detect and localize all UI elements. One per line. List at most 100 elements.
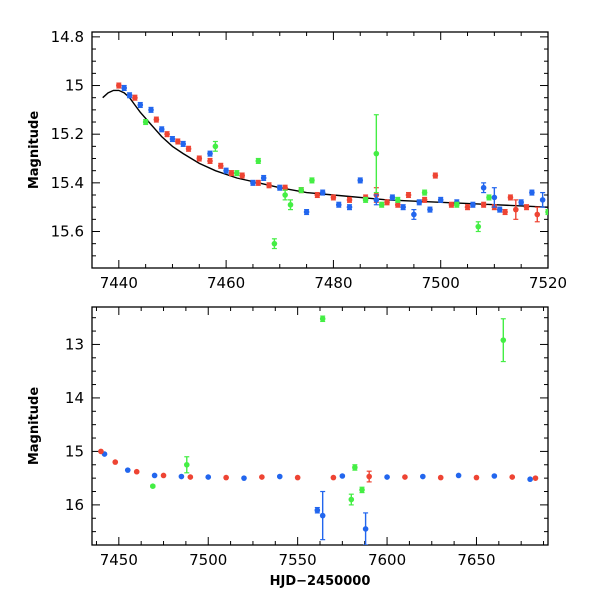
data-point <box>205 474 212 480</box>
data-point <box>339 473 346 479</box>
data-point <box>314 192 321 198</box>
data-point <box>394 197 401 203</box>
data-point <box>212 143 219 150</box>
data-point <box>153 116 160 123</box>
data-point <box>175 138 181 145</box>
data-point <box>287 201 294 208</box>
data-point <box>271 240 278 247</box>
data-point <box>400 204 406 210</box>
data-layer <box>102 82 548 250</box>
data-point <box>362 197 369 203</box>
data-point <box>348 496 355 503</box>
data-point <box>150 483 156 489</box>
data-point <box>137 102 144 108</box>
data-point <box>132 94 138 101</box>
data-point <box>164 131 170 137</box>
data-point <box>303 209 310 215</box>
data-point <box>121 85 127 91</box>
y-tick-label: 14.8 <box>51 28 84 46</box>
data-point <box>534 211 541 218</box>
plot-frame <box>91 31 549 269</box>
data-point <box>532 475 539 481</box>
data-point <box>539 197 546 203</box>
data-point <box>133 468 140 475</box>
data-point <box>207 150 213 157</box>
data-point <box>276 473 283 480</box>
data-point <box>266 182 272 189</box>
data-point <box>394 201 401 208</box>
y-tick-label: 15.4 <box>51 174 84 192</box>
data-point <box>373 150 380 157</box>
data-point <box>454 201 460 208</box>
data-point <box>169 136 176 142</box>
data-point <box>309 177 315 184</box>
data-point <box>98 448 104 455</box>
series-1 <box>121 84 546 220</box>
data-point <box>529 189 535 196</box>
data-point <box>470 201 476 208</box>
top-panel: 7440 7460 7480 7500 7520 14.8 15 15.2 15.4 15.6 Ma… <box>27 28 567 292</box>
data-point <box>239 172 246 179</box>
data-point <box>491 194 498 201</box>
data-point <box>357 177 364 184</box>
data-point <box>330 194 337 201</box>
y-tick-label: 15 <box>65 442 84 460</box>
data-point <box>160 472 167 479</box>
data-point <box>282 192 288 198</box>
data-point <box>158 126 165 133</box>
data-point <box>500 337 507 343</box>
data-point <box>187 474 194 480</box>
data-point <box>294 474 301 481</box>
data-point <box>151 472 158 479</box>
data-point <box>319 315 326 322</box>
y-axis-label: Magnitude <box>27 387 42 466</box>
data-point <box>464 204 471 210</box>
data-point <box>502 209 508 215</box>
y-tick-label: 15.2 <box>51 125 84 143</box>
data-point <box>507 194 514 201</box>
x-tick-label: 7440 <box>100 274 138 292</box>
data-point <box>420 473 426 480</box>
data-point <box>276 184 283 191</box>
data-point <box>486 194 492 201</box>
data-point <box>402 474 408 480</box>
data-point <box>346 197 353 203</box>
data-point <box>282 184 288 191</box>
data-point <box>223 167 229 174</box>
data-point <box>223 474 229 481</box>
series-0 <box>116 82 541 223</box>
series-0 <box>101 451 533 545</box>
data-point <box>185 145 192 152</box>
data-point <box>124 467 131 473</box>
data-point <box>421 189 428 196</box>
data-point <box>527 476 533 483</box>
bottom-panel: 7450 7500 7550 7600 7650 13 14 15 16 Magnitude HJD… <box>27 306 549 589</box>
data-point <box>180 141 186 147</box>
data-point <box>405 192 412 198</box>
y-tick-label: 15 <box>65 77 84 95</box>
data-point <box>432 172 439 179</box>
data-point <box>513 206 519 213</box>
data-point <box>480 201 487 208</box>
data-point <box>352 464 358 471</box>
data-point <box>421 197 428 203</box>
data-point <box>183 461 190 468</box>
data-point <box>250 180 256 186</box>
y-tick-label: 14 <box>65 389 84 407</box>
data-point <box>545 209 548 215</box>
data-point <box>448 201 455 208</box>
data-point <box>416 199 423 206</box>
data-point <box>475 223 482 230</box>
series-1 <box>98 448 539 483</box>
x-tick-label: 7460 <box>207 274 245 292</box>
data-point <box>319 512 326 519</box>
x-tick-label: 7550 <box>279 551 317 569</box>
data-point <box>142 119 149 125</box>
data-point <box>437 474 444 481</box>
data-point <box>148 107 154 113</box>
y-axis-label: Magnitude <box>27 111 42 190</box>
data-point <box>523 204 530 210</box>
y-tick-label: 13 <box>65 335 84 353</box>
data-point <box>255 180 262 186</box>
data-point <box>314 507 321 514</box>
